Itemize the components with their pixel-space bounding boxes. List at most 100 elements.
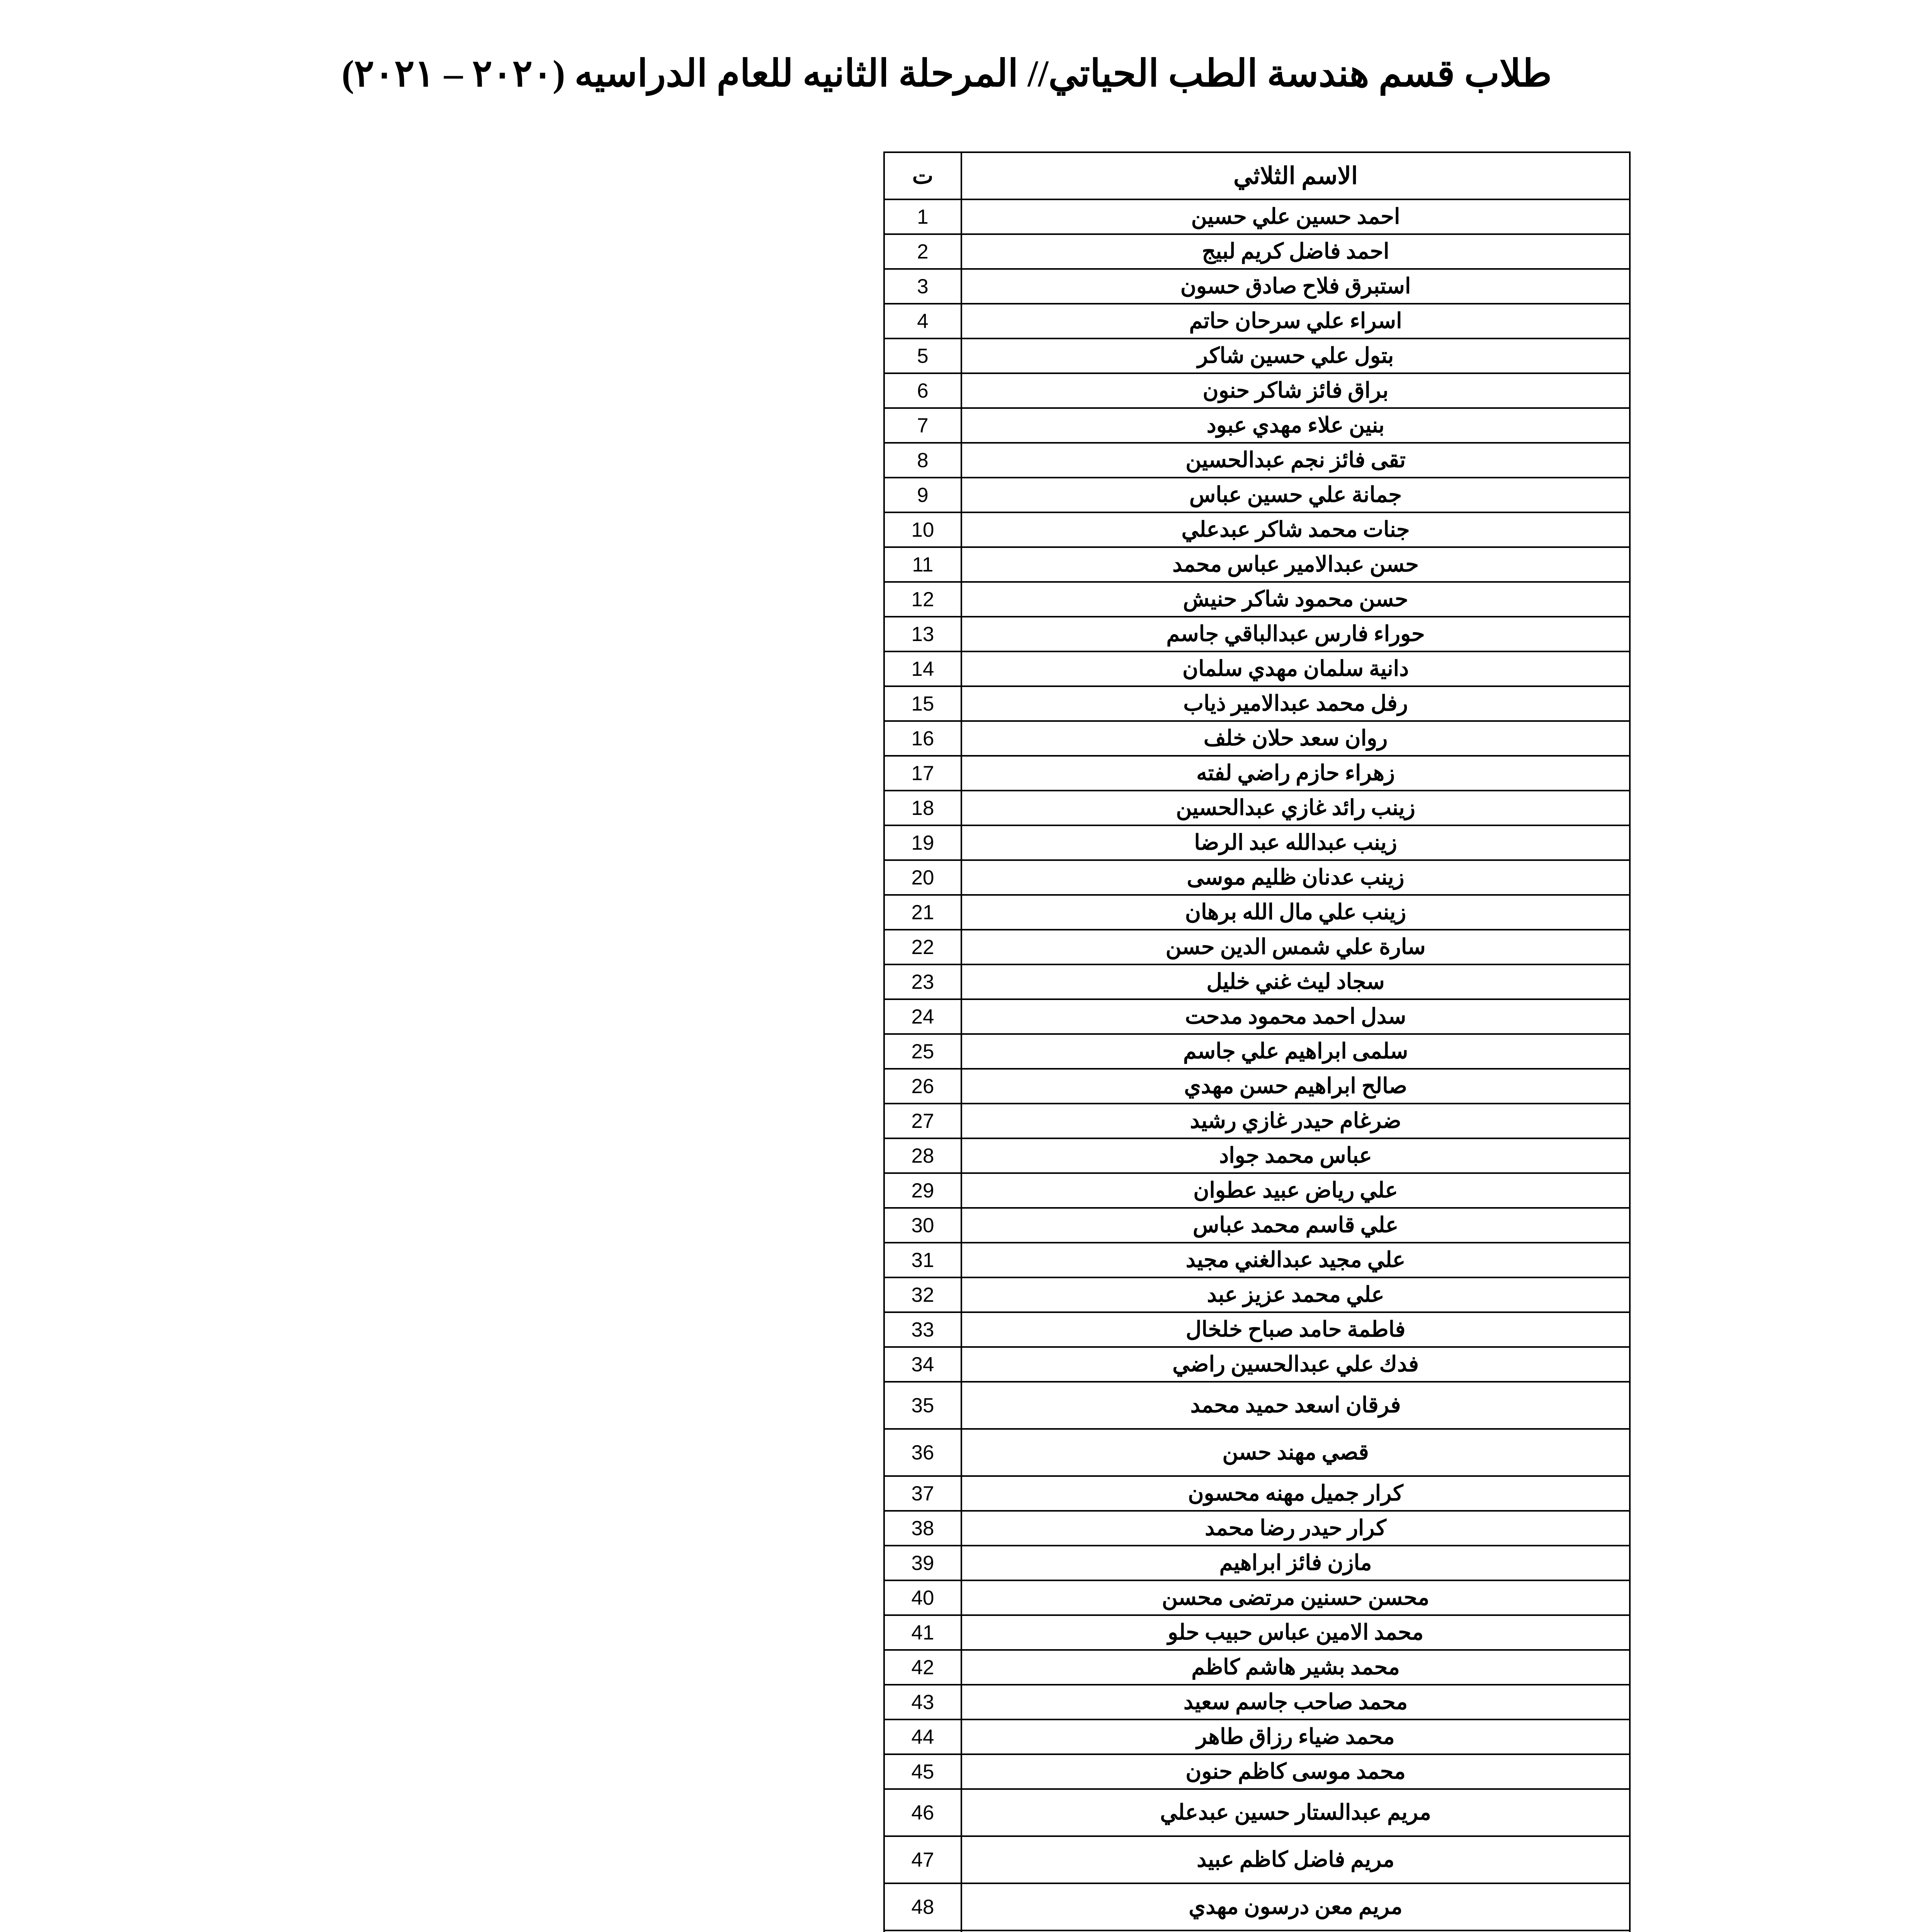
row-index-cell: 24	[883, 998, 962, 1035]
header-row: الاسم الثلاثي ت	[883, 151, 1631, 200]
student-name-cell: علي مجيد عبدالغني مجيد	[961, 1242, 1631, 1278]
student-name-cell: بتول علي حسين شاكر	[961, 338, 1631, 374]
table-row: ضرغام حيدر غازي رشيد 27	[883, 1103, 1631, 1139]
row-index-cell: 39	[883, 1545, 962, 1581]
student-name-cell: احمد حسين علي حسين	[961, 199, 1631, 235]
student-name-cell: سارة علي شمس الدين حسن	[961, 929, 1631, 965]
row-index-cell: 45	[883, 1753, 962, 1790]
column-header-name: الاسم الثلاثي	[961, 151, 1631, 200]
row-index-cell: 13	[883, 616, 962, 652]
row-index-cell: 20	[883, 859, 962, 896]
table-row: محمد موسى كاظم حنون 45	[883, 1753, 1631, 1790]
table-row: سارة علي شمس الدين حسن 22	[883, 929, 1631, 965]
table-row: حسن محمود شاكر حنيش 12	[883, 581, 1631, 617]
table-row: احمد فاضل كريم لبيج 2	[883, 233, 1631, 270]
student-name-cell: محمد موسى كاظم حنون	[961, 1753, 1631, 1790]
table-row: حسن عبدالامير عباس محمد 11	[883, 546, 1631, 583]
table-row: علي محمد عزيز عبد 32	[883, 1277, 1631, 1313]
row-index-cell: 37	[883, 1475, 962, 1512]
row-index-cell: 23	[883, 964, 962, 1000]
student-name-cell: سجاد ليث غني خليل	[961, 964, 1631, 1000]
row-index-cell: 33	[883, 1311, 962, 1348]
student-name-cell: قصي مهند حسن	[961, 1428, 1631, 1477]
row-index-cell: 49	[883, 1930, 962, 1932]
row-index-cell: 18	[883, 790, 962, 826]
row-index-cell: 17	[883, 755, 962, 791]
student-name-cell: روان سعد حلان خلف	[961, 720, 1631, 757]
student-name-cell: فرقان اسعد حميد محمد	[961, 1381, 1631, 1430]
table-row: علي رياض عبيد عطوان 29	[883, 1172, 1631, 1209]
table-row: مريم فاضل كاظم عبيد 47	[883, 1835, 1631, 1884]
row-index-cell: 2	[883, 233, 962, 270]
row-index-cell: 42	[883, 1649, 962, 1685]
row-index-cell: 48	[883, 1883, 962, 1931]
row-index-cell: 5	[883, 338, 962, 374]
student-name-cell: جمانة علي حسين عباس	[961, 477, 1631, 513]
student-name-cell: سلمى ابراهيم علي جاسم	[961, 1033, 1631, 1070]
table-row: زهراء حازم راضي لفته 17	[883, 755, 1631, 791]
student-name-cell: مريم عبدالستار حسين عبدعلي	[961, 1788, 1631, 1837]
row-index-cell: 31	[883, 1242, 962, 1278]
table-row: مازن فائز ابراهيم 39	[883, 1545, 1631, 1581]
table-row: زينب عدنان ظليم موسى 20	[883, 859, 1631, 896]
student-name-cell: جنات محمد شاكر عبدعلي	[961, 512, 1631, 548]
table-row: زينب عبدالله عبد الرضا 19	[883, 825, 1631, 861]
student-name-cell: محمد ضياء رزاق طاهر	[961, 1719, 1631, 1755]
student-name-cell: سدل احمد محمود مدحت	[961, 998, 1631, 1035]
student-name-cell: بنين علاء مهدي عبود	[961, 407, 1631, 444]
row-index-cell: 41	[883, 1614, 962, 1651]
table-row: بتول علي حسين شاكر 5	[883, 338, 1631, 374]
page-title: طلاب قسم هندسة الطب الحياتي// المرحلة ال…	[342, 53, 1552, 94]
row-index-cell: 7	[883, 407, 962, 444]
table-row: روان سعد حلان خلف 16	[883, 720, 1631, 757]
row-index-cell: 11	[883, 546, 962, 583]
student-name-cell: ضرغام حيدر غازي رشيد	[961, 1103, 1631, 1139]
table-row: كرار حيدر رضا محمد 38	[883, 1510, 1631, 1546]
student-name-cell: اسراء علي سرحان حاتم	[961, 303, 1631, 339]
student-name-cell: دانية سلمان مهدي سلمان	[961, 651, 1631, 687]
row-index-cell: 9	[883, 477, 962, 513]
table-row: فاطمة حامد صباح خلخال 33	[883, 1311, 1631, 1348]
table-row: فدك علي عبدالحسين راضي 34	[883, 1346, 1631, 1383]
row-index-cell: 29	[883, 1172, 962, 1209]
row-index-cell: 8	[883, 442, 962, 478]
student-name-cell: زهراء حازم راضي لفته	[961, 755, 1631, 791]
student-name-cell: حوراء فارس عبدالباقي جاسم	[961, 616, 1631, 652]
row-index-cell: 26	[883, 1068, 962, 1104]
student-name-cell: كرار جميل مهنه محسون	[961, 1475, 1631, 1512]
row-index-cell: 34	[883, 1346, 962, 1383]
student-name-cell: مازن فائز ابراهيم	[961, 1545, 1631, 1581]
student-name-cell: زينب عدنان ظليم موسى	[961, 859, 1631, 896]
table-row: رفل محمد عبدالامير ذياب 15	[883, 685, 1631, 722]
row-index-cell: 32	[883, 1277, 962, 1313]
student-name-cell: محمد الامين عباس حبيب حلو	[961, 1614, 1631, 1651]
student-name-cell: مريم معن درسون مهدي	[961, 1883, 1631, 1931]
table-row: صالح ابراهيم حسن مهدي 26	[883, 1068, 1631, 1104]
row-index-cell: 3	[883, 268, 962, 304]
table-row: محمد الامين عباس حبيب حلو 41	[883, 1614, 1631, 1651]
student-name-cell: كرار حيدر رضا محمد	[961, 1510, 1631, 1546]
table-row: محمد صاحب جاسم سعيد 43	[883, 1684, 1631, 1720]
table-row: فرقان اسعد حميد محمد 35	[883, 1381, 1631, 1430]
student-name-cell: عباس محمد جواد	[961, 1138, 1631, 1174]
table-row: مشارق حمزة سلمان كاظم49	[883, 1930, 1631, 1932]
table-row: محسن حسنين مرتضى محسن 40	[883, 1580, 1631, 1616]
table-row: كرار جميل مهنه محسون 37	[883, 1475, 1631, 1512]
student-name-cell: تقى فائز نجم عبدالحسين	[961, 442, 1631, 478]
student-name-cell: محمد بشير هاشم كاظم	[961, 1649, 1631, 1685]
table-row: سلمى ابراهيم علي جاسم 25	[883, 1033, 1631, 1070]
row-index-cell: 4	[883, 303, 962, 339]
row-index-cell: 28	[883, 1138, 962, 1174]
column-header-index: ت	[883, 151, 962, 200]
students-table-container: الاسم الثلاثي ت احمد حسين علي حسين 1 احمد …	[883, 151, 1631, 1932]
student-name-cell: محسن حسنين مرتضى محسن	[961, 1580, 1631, 1616]
table-row: سجاد ليث غني خليل 23	[883, 964, 1631, 1000]
table-row: زينب رائد غازي عبدالحسين 18	[883, 790, 1631, 826]
student-name-cell: محمد صاحب جاسم سعيد	[961, 1684, 1631, 1720]
student-name-cell: براق فائز شاكر حنون	[961, 372, 1631, 409]
table-row: بنين علاء مهدي عبود 7	[883, 407, 1631, 444]
student-name-cell: حسن عبدالامير عباس محمد	[961, 546, 1631, 583]
row-index-cell: 10	[883, 512, 962, 548]
student-name-cell: صالح ابراهيم حسن مهدي	[961, 1068, 1631, 1104]
